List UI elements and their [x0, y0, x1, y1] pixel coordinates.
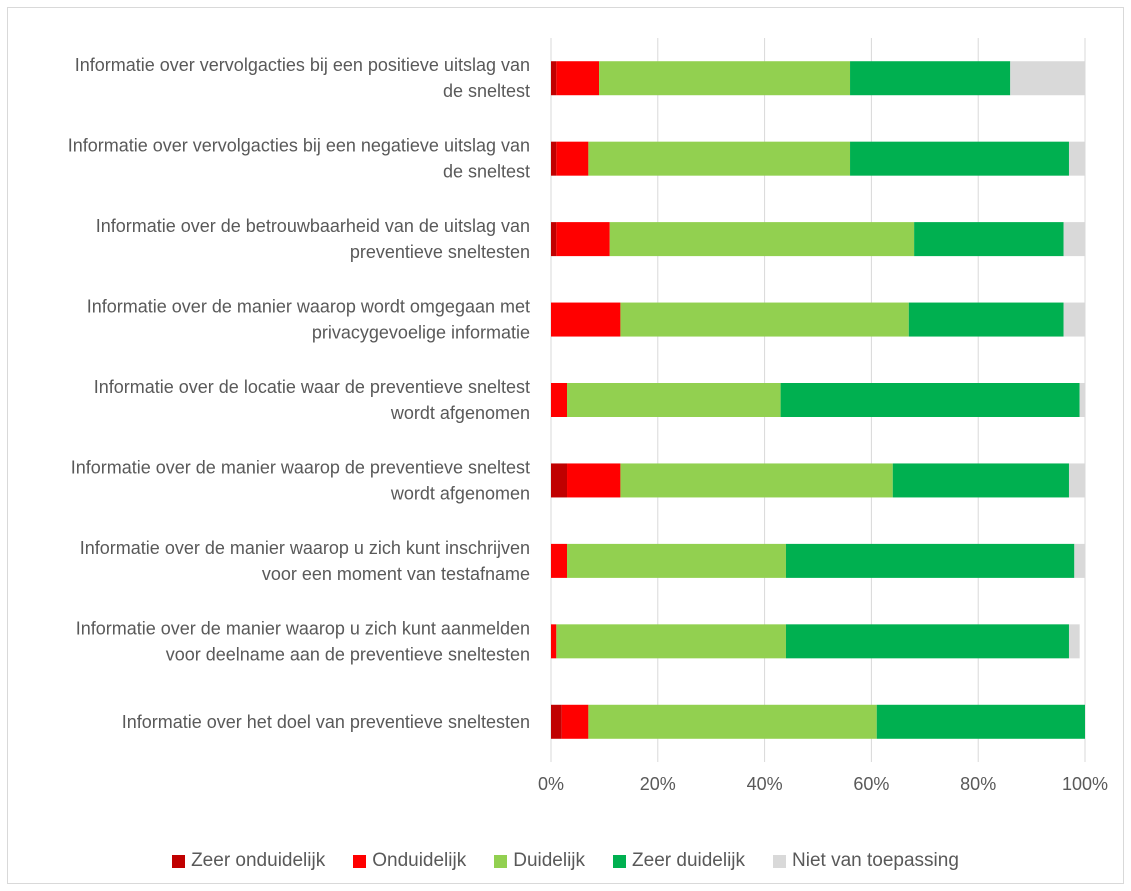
legend-item: Niet van toepassing — [773, 850, 959, 872]
legend-label: Zeer duidelijk — [632, 850, 746, 871]
legend-item: Zeer onduidelijk — [172, 850, 325, 872]
bar-segment — [1063, 302, 1085, 337]
legend-item: Onduidelijk — [353, 850, 466, 872]
bar-segment — [1068, 141, 1085, 176]
bar-segment — [620, 302, 909, 337]
bar-segment — [551, 302, 621, 337]
bar-segment — [850, 141, 1069, 176]
x-axis-ticks: 0% 20% 40% 60% 80% 100% — [538, 774, 1108, 794]
bar-segment — [551, 141, 557, 176]
bar-segment — [609, 222, 915, 257]
bar-segment — [551, 61, 557, 96]
bar-segment — [892, 463, 1069, 498]
legend-swatch — [353, 854, 367, 868]
legend: Zeer onduidelijk Onduidelijk Duidelijk Zeer… — [0, 846, 1131, 876]
bar-segment — [914, 222, 1064, 257]
legend-swatch — [613, 854, 627, 868]
legend-label: Niet van toepassing — [792, 850, 959, 871]
bar-segment — [556, 222, 610, 257]
bar-segment — [620, 463, 893, 498]
bar-segment — [1010, 61, 1085, 96]
x-tick-label: 0% — [538, 774, 564, 794]
legend-label: Duidelijk — [513, 850, 586, 871]
bar-segment — [551, 222, 557, 257]
bar-segment — [908, 302, 1064, 337]
category-label: Informatie over vervolgacties bij een po… — [75, 55, 530, 101]
bar-segment — [1079, 383, 1085, 417]
bar-segment — [551, 704, 562, 739]
bar-segment — [561, 704, 589, 739]
legend-label: Onduidelijk — [372, 850, 467, 871]
x-tick-label: 20% — [640, 774, 676, 794]
category-label: Informatie over vervolgacties bij een ne… — [68, 136, 530, 182]
bar-segment — [556, 141, 589, 176]
x-tick-label: 60% — [853, 774, 889, 794]
category-label: Informatie over de locatie waar de preve… — [94, 377, 530, 423]
bar-segment — [588, 704, 877, 739]
bar-segment — [1063, 222, 1085, 257]
bar-segment — [556, 61, 600, 96]
category-label: Informatie over de betrouwbaarheid van d… — [96, 216, 530, 262]
bar-segment — [1074, 543, 1085, 578]
bar-segment — [1068, 624, 1080, 659]
legend-item: Zeer duidelijk — [613, 850, 745, 872]
x-tick-label: 40% — [747, 774, 783, 794]
legend-swatch — [494, 854, 508, 868]
x-tick-label: 80% — [960, 774, 996, 794]
category-labels: Informatie over vervolgacties bij een po… — [68, 55, 530, 732]
category-label: Informatie over de manier waarop de prev… — [71, 457, 530, 503]
bar-segment — [551, 383, 568, 417]
legend-swatch — [172, 854, 186, 868]
bar-segment — [780, 383, 1080, 417]
bar-segment — [567, 543, 786, 578]
category-label: Informatie over de manier waarop u zich … — [76, 618, 530, 664]
bar-segment — [785, 624, 1069, 659]
bars — [551, 61, 1085, 739]
legend-swatch — [773, 854, 787, 868]
bar-segment — [850, 61, 1011, 96]
bar-segment — [1068, 463, 1085, 498]
legend-label: Zeer onduidelijk — [191, 850, 326, 871]
x-tick-label: 100% — [1062, 774, 1108, 794]
legend-item: Duidelijk — [494, 850, 585, 872]
bar-segment — [551, 624, 557, 659]
bar-segment — [551, 463, 568, 498]
bar-segment — [876, 704, 1085, 739]
bar-segment — [599, 61, 851, 96]
bar-segment — [551, 543, 568, 578]
category-label: Informatie over de manier waarop u zich … — [80, 538, 530, 584]
category-label: Informatie over de manier waarop wordt o… — [87, 297, 530, 343]
bar-segment — [588, 141, 851, 176]
bar-segment — [556, 624, 786, 659]
category-label: Informatie over het doel van preventieve… — [122, 712, 530, 732]
bar-segment — [785, 543, 1075, 578]
bar-segment — [567, 463, 621, 498]
bar-segment — [567, 383, 781, 417]
